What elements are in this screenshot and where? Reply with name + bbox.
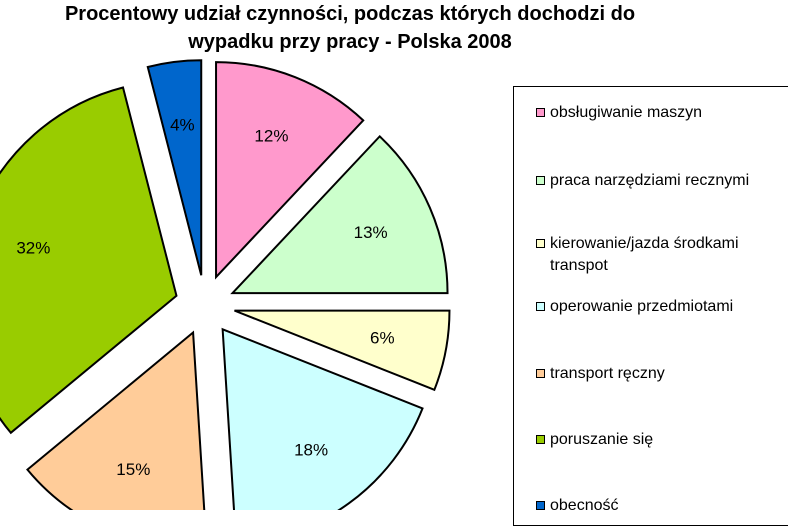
legend-item-6: poruszanie się — [536, 429, 788, 451]
legend-swatch — [536, 435, 545, 444]
legend-label: poruszanie się — [550, 431, 654, 448]
pie-slice-7 — [146, 59, 203, 276]
legend-item-4: operowanie przedmiotami — [536, 296, 788, 318]
pie-slice-5 — [26, 330, 206, 510]
pie-slice-2 — [230, 134, 449, 295]
legend-item-7: obecność — [536, 495, 788, 517]
slice-label-1: 12% — [254, 127, 288, 146]
pie-slice-4 — [221, 327, 424, 510]
slice-label-2: 13% — [354, 223, 388, 242]
legend: obsługiwanie maszyn praca narzędziami rec… — [513, 86, 788, 526]
legend-label: obsługiwanie maszyn — [550, 104, 703, 121]
slice-label-3: 6% — [370, 328, 395, 347]
legend-swatch — [536, 501, 545, 510]
legend-swatch — [536, 302, 545, 311]
pie-chart: 12% 13% 6% 18% 15% 32% 4% — [0, 59, 451, 510]
chart-title: Procentowy udział czynności, podczas któ… — [0, 0, 700, 56]
pie-slice-3 — [234, 309, 451, 392]
chart-title-line-1: Procentowy udział czynności, podczas któ… — [64, 3, 636, 25]
legend-label: operowanie przedmiotami — [550, 298, 734, 315]
legend-swatch — [536, 369, 545, 378]
legend-label: praca narzędziami recznymi — [550, 172, 750, 189]
slice-label-7: 4% — [170, 115, 195, 134]
legend-label: obecność — [550, 497, 619, 514]
chart-title-line-2: wypadku przy pracy - Polska 2008 — [188, 31, 512, 53]
legend-swatch — [536, 108, 545, 117]
slice-label-4: 18% — [294, 441, 328, 460]
legend-swatch — [536, 239, 545, 248]
legend-swatch — [536, 176, 545, 185]
legend-item-3: kierowanie/jazda środkami transpot — [536, 233, 788, 277]
legend-label: kierowanie/jazda środkami transpot — [550, 235, 739, 274]
legend-label: transport ręczny — [550, 365, 665, 382]
legend-item-2: praca narzędziami recznymi — [536, 170, 788, 192]
pie-slice-6 — [0, 86, 178, 435]
legend-item-1: obsługiwanie maszyn — [536, 102, 788, 124]
legend-item-5: transport ręczny — [536, 363, 788, 385]
slice-label-6: 32% — [16, 239, 50, 258]
pie-slice-1 — [215, 61, 365, 280]
slice-label-5: 15% — [116, 460, 150, 479]
